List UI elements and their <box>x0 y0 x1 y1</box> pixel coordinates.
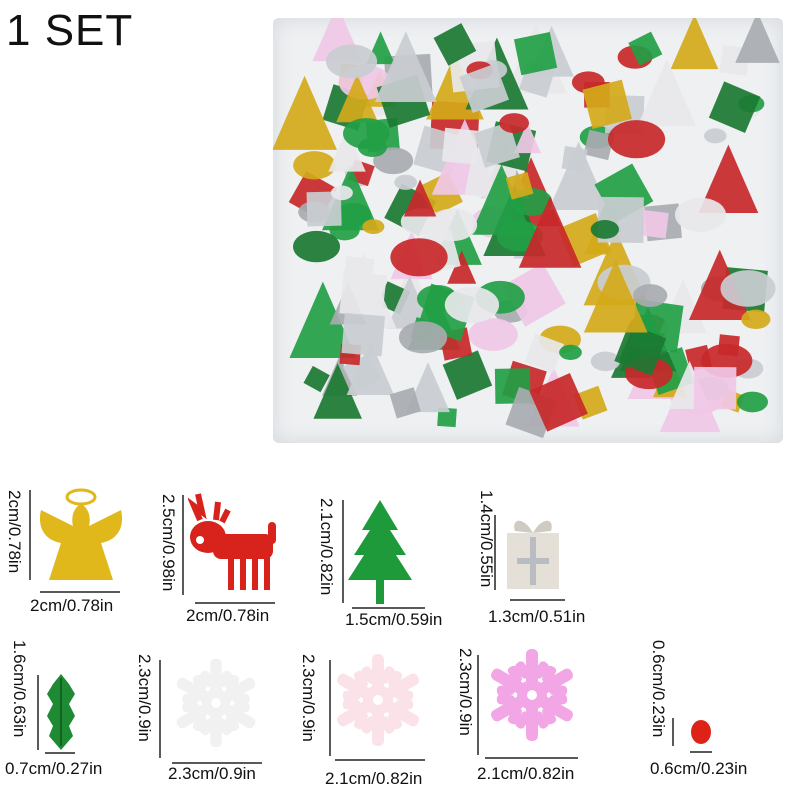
width-label: 2.3cm/0.9in <box>168 764 256 783</box>
sequin <box>607 120 666 159</box>
sequin <box>447 250 477 284</box>
sequin <box>633 284 668 307</box>
sequin <box>442 127 479 165</box>
height-label: 2.3cm/0.9in <box>299 654 318 742</box>
sequin <box>468 318 518 351</box>
sequin-pile <box>273 18 780 439</box>
sequin <box>442 350 493 400</box>
white-snowflake-sequin <box>176 658 256 748</box>
sequin <box>518 196 582 268</box>
pink-snowflake-sequin <box>336 654 420 746</box>
set-title: 1 SET <box>6 6 134 55</box>
sequin <box>561 146 588 172</box>
sequin <box>513 31 558 76</box>
sequin <box>524 333 564 373</box>
sequin <box>389 387 421 419</box>
sequin <box>346 340 395 396</box>
sequin <box>289 281 357 358</box>
sequin <box>717 334 740 357</box>
sequin <box>720 270 776 307</box>
width-label: 2.1cm/0.82in <box>477 764 575 783</box>
sequin-bag-photo <box>273 18 783 443</box>
holly-sequin <box>47 674 75 750</box>
sequin <box>741 309 771 330</box>
sequin <box>474 122 520 168</box>
sequin <box>590 219 619 239</box>
angel-sequin <box>39 488 123 580</box>
sequin <box>583 129 614 161</box>
iridescent-snowflake-sequin <box>490 649 574 741</box>
sequin <box>614 323 667 376</box>
dot-sequin <box>691 720 711 744</box>
sequin <box>670 18 719 70</box>
sequin <box>704 128 727 144</box>
sequin <box>583 259 648 333</box>
sequin <box>339 270 387 319</box>
width-label: 0.6cm/0.23in <box>650 759 748 778</box>
height-label: 1.6cm/0.63in <box>10 640 29 738</box>
sequin <box>390 238 448 277</box>
sequin <box>513 122 541 154</box>
reindeer-sequin <box>188 493 276 590</box>
sequin <box>357 137 387 158</box>
sequin <box>328 128 366 172</box>
sequin <box>394 174 418 190</box>
tree-sequin <box>348 500 412 604</box>
sequin <box>374 31 437 102</box>
height-label: 2cm/0.78in <box>5 490 24 574</box>
width-label: 1.3cm/0.51in <box>488 607 586 626</box>
sequin <box>459 63 509 113</box>
width-label: 2cm/0.78in <box>30 596 114 615</box>
sequin <box>373 147 414 175</box>
sequin <box>273 75 338 150</box>
sequin <box>336 74 379 123</box>
sequin <box>362 219 385 235</box>
sequin <box>325 44 378 79</box>
width-label: 0.7cm/0.27in <box>5 759 103 778</box>
height-label: 2.3cm/0.9in <box>135 654 154 742</box>
width-label: 2cm/0.78in <box>186 606 270 625</box>
sequin <box>708 81 761 133</box>
sequin <box>640 210 669 239</box>
sequin <box>674 197 727 232</box>
height-label: 2.5cm/0.98in <box>159 494 178 592</box>
sequin <box>403 179 437 217</box>
gift-sequin <box>507 520 559 589</box>
sequin <box>470 164 533 235</box>
height-label: 2.3cm/0.9in <box>456 648 475 736</box>
sequin <box>505 171 534 200</box>
sequin <box>736 391 769 413</box>
sequin <box>548 141 609 211</box>
sequin <box>698 144 759 213</box>
sequin <box>293 230 341 263</box>
sequin <box>693 366 737 410</box>
sequin <box>637 59 697 127</box>
sequin <box>529 373 588 432</box>
height-label: 1.4cm/0.55in <box>477 490 496 588</box>
sequin <box>293 151 336 180</box>
sequin <box>628 31 663 66</box>
sequin <box>313 363 362 419</box>
sequin <box>559 344 582 360</box>
sequin <box>306 191 342 227</box>
height-label: 0.6cm/0.23in <box>649 640 668 738</box>
sequin <box>499 113 530 134</box>
sequin <box>341 312 386 357</box>
sequin <box>590 351 621 372</box>
sequin <box>437 407 457 428</box>
sequin <box>398 321 448 354</box>
sequin <box>303 365 330 393</box>
sequin <box>330 185 353 201</box>
sequin <box>735 18 780 63</box>
sequin <box>444 286 500 323</box>
height-label: 2.1cm/0.82in <box>317 498 336 596</box>
width-label: 1.5cm/0.59in <box>345 610 443 629</box>
sequin <box>433 23 477 66</box>
sequin <box>501 262 566 327</box>
width-label: 2.1cm/0.82in <box>325 769 423 788</box>
sequin <box>582 79 632 129</box>
